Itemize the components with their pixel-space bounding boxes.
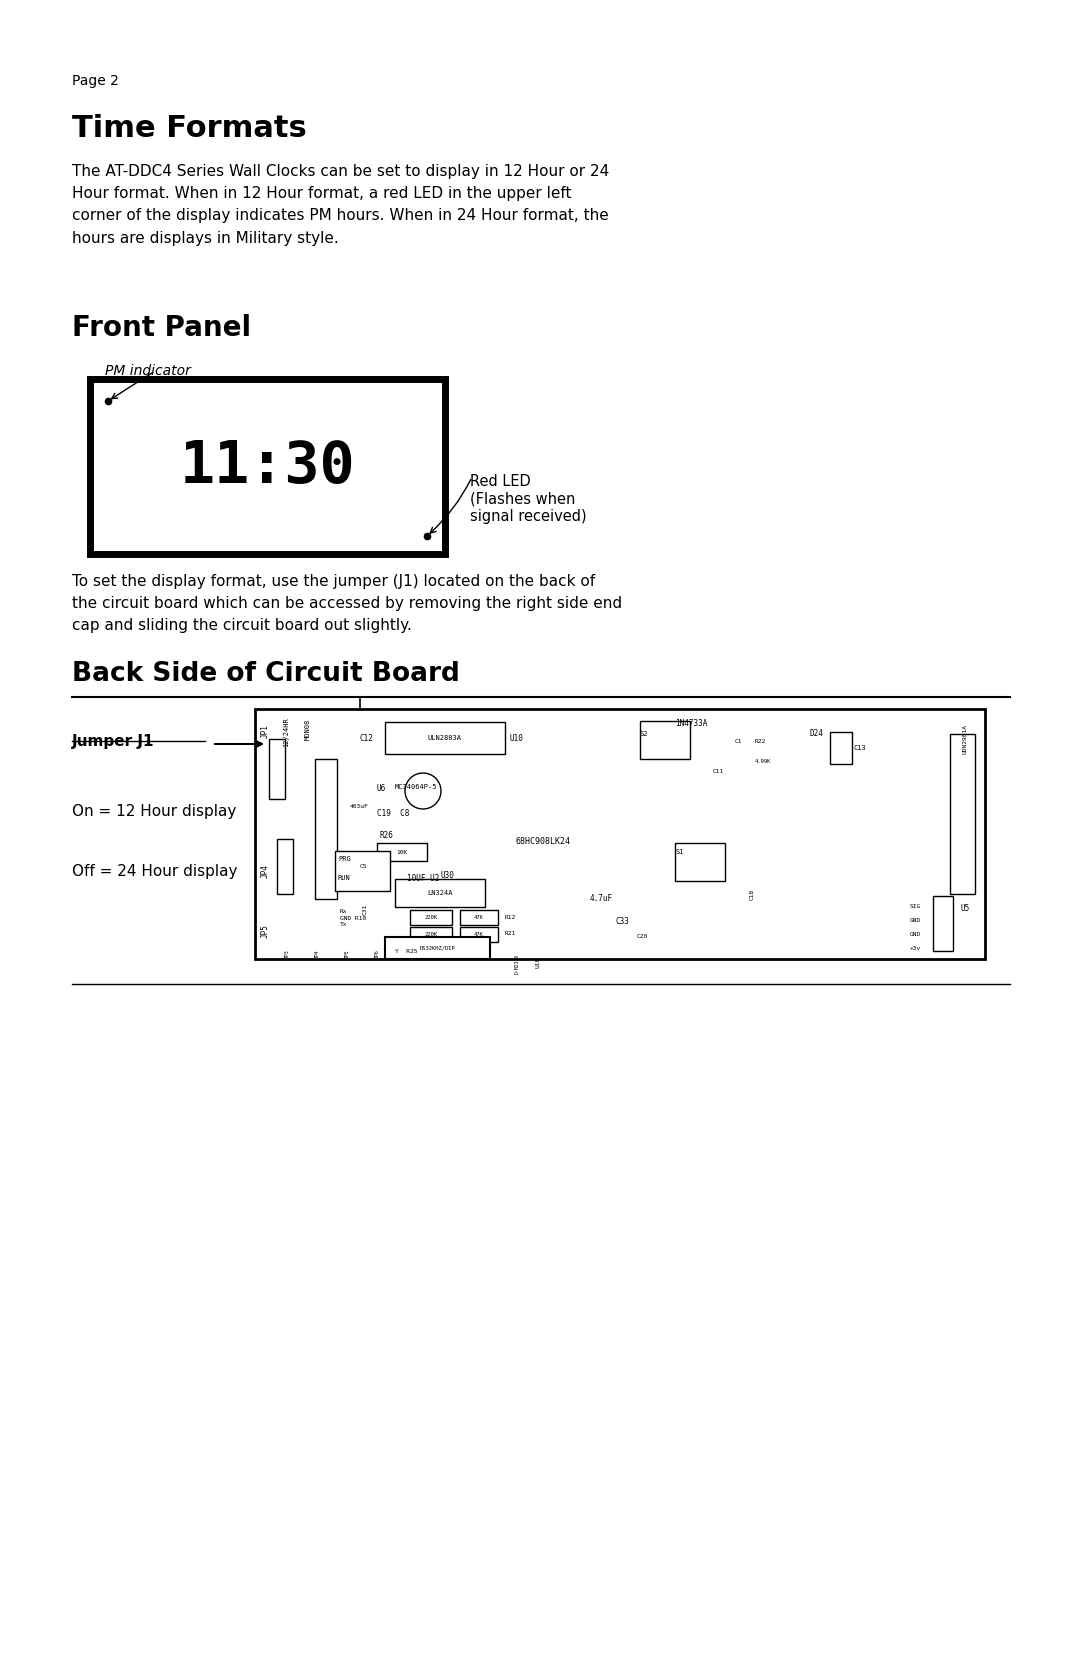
Text: Y  R25: Y R25 bbox=[395, 950, 418, 955]
Bar bbox=[640, 721, 690, 759]
Text: Time Formats: Time Formats bbox=[72, 113, 307, 144]
Text: PM indicator: PM indicator bbox=[105, 364, 191, 377]
Bar bbox=[377, 843, 427, 861]
Text: U6: U6 bbox=[377, 784, 387, 793]
Bar bbox=[831, 733, 852, 764]
Text: LN324A: LN324A bbox=[428, 890, 453, 896]
Text: JP5: JP5 bbox=[261, 925, 270, 938]
Text: 11:30: 11:30 bbox=[179, 437, 355, 496]
Text: Jumper J1: Jumper J1 bbox=[72, 734, 154, 749]
Text: Red LED
(Flashes when
signal received): Red LED (Flashes when signal received) bbox=[470, 474, 586, 524]
Text: C33: C33 bbox=[615, 916, 629, 926]
Bar bbox=[460, 910, 498, 925]
Text: Back Side of Circuit Board: Back Side of Circuit Board bbox=[72, 661, 460, 688]
Text: RUN: RUN bbox=[338, 875, 351, 881]
Text: C18: C18 bbox=[750, 890, 755, 900]
Text: U10: U10 bbox=[510, 734, 524, 743]
Text: C11: C11 bbox=[713, 769, 725, 774]
Text: JP1: JP1 bbox=[261, 724, 270, 738]
Text: 1N4733A: 1N4733A bbox=[675, 719, 707, 728]
Bar bbox=[460, 926, 498, 941]
Text: 403uF: 403uF bbox=[350, 804, 368, 809]
Text: D-M2330: D-M2330 bbox=[515, 955, 519, 975]
Bar bbox=[315, 759, 337, 900]
Text: R26: R26 bbox=[380, 831, 394, 840]
Text: C1: C1 bbox=[735, 739, 743, 744]
Text: On = 12 Hour display: On = 12 Hour display bbox=[72, 804, 237, 819]
Text: GND: GND bbox=[910, 931, 921, 936]
Bar bbox=[90, 379, 445, 554]
Text: MON08: MON08 bbox=[305, 719, 311, 741]
Text: Rx
GND R10
Tx: Rx GND R10 Tx bbox=[340, 910, 366, 928]
Text: 4.99K: 4.99K bbox=[755, 759, 771, 764]
Text: C12: C12 bbox=[360, 734, 374, 743]
Text: U18: U18 bbox=[535, 956, 540, 968]
Text: 68HC908LK24: 68HC908LK24 bbox=[515, 836, 570, 846]
Text: R12: R12 bbox=[505, 915, 516, 920]
Text: TP5: TP5 bbox=[345, 950, 350, 958]
Text: TP3: TP3 bbox=[285, 950, 291, 958]
Text: +3v: +3v bbox=[910, 946, 921, 951]
Bar bbox=[410, 926, 453, 941]
Text: 47K: 47K bbox=[474, 915, 484, 920]
Text: PRG: PRG bbox=[338, 856, 351, 861]
Text: ULN2803A: ULN2803A bbox=[428, 734, 462, 741]
Text: JP4: JP4 bbox=[261, 865, 270, 878]
Bar bbox=[675, 843, 725, 881]
Bar bbox=[950, 734, 975, 895]
Text: R21: R21 bbox=[505, 931, 516, 936]
Text: 12/24HR: 12/24HR bbox=[283, 718, 289, 746]
Text: 220K: 220K bbox=[424, 931, 437, 936]
Text: R22: R22 bbox=[755, 739, 766, 744]
Text: D24: D24 bbox=[810, 729, 824, 738]
Bar bbox=[395, 880, 485, 906]
Text: C13: C13 bbox=[854, 744, 867, 751]
Text: 4.7uF: 4.7uF bbox=[590, 895, 613, 903]
Bar bbox=[255, 709, 985, 960]
Text: TP4: TP4 bbox=[315, 950, 320, 958]
Text: DS32KHZ/DIP: DS32KHZ/DIP bbox=[420, 946, 456, 951]
Text: Page 2: Page 2 bbox=[72, 73, 119, 88]
Text: C19  C8: C19 C8 bbox=[377, 809, 409, 818]
Text: TP6: TP6 bbox=[375, 950, 380, 958]
Text: 10K: 10K bbox=[396, 850, 407, 855]
Text: C31: C31 bbox=[363, 905, 368, 915]
Text: GND: GND bbox=[910, 918, 921, 923]
Bar bbox=[276, 840, 293, 895]
Bar bbox=[384, 936, 490, 960]
Text: The AT-DDC4 Series Wall Clocks can be set to display in 12 Hour or 24
Hour forma: The AT-DDC4 Series Wall Clocks can be se… bbox=[72, 164, 609, 245]
Text: Front Panel: Front Panel bbox=[72, 314, 252, 342]
Text: MC34064P-5: MC34064P-5 bbox=[395, 784, 437, 789]
Bar bbox=[335, 851, 390, 891]
Text: 10UF U2: 10UF U2 bbox=[407, 875, 440, 883]
Text: C5: C5 bbox=[360, 865, 367, 870]
Text: Off = 24 Hour display: Off = 24 Hour display bbox=[72, 865, 238, 880]
Text: S2: S2 bbox=[640, 731, 648, 738]
Bar bbox=[410, 910, 453, 925]
Circle shape bbox=[405, 773, 441, 809]
Text: SIG: SIG bbox=[910, 905, 921, 910]
Text: S1: S1 bbox=[675, 850, 684, 855]
Text: UDN2981A: UDN2981A bbox=[962, 724, 968, 754]
Text: U5: U5 bbox=[960, 905, 970, 913]
Bar bbox=[933, 896, 953, 951]
Text: C20: C20 bbox=[637, 935, 648, 940]
Text: To set the display format, use the jumper (J1) located on the back of
the circui: To set the display format, use the jumpe… bbox=[72, 574, 622, 634]
Text: U30: U30 bbox=[440, 871, 454, 880]
Bar bbox=[384, 723, 505, 754]
Text: 47K: 47K bbox=[474, 931, 484, 936]
Text: 220K: 220K bbox=[424, 915, 437, 920]
Bar bbox=[269, 739, 285, 799]
